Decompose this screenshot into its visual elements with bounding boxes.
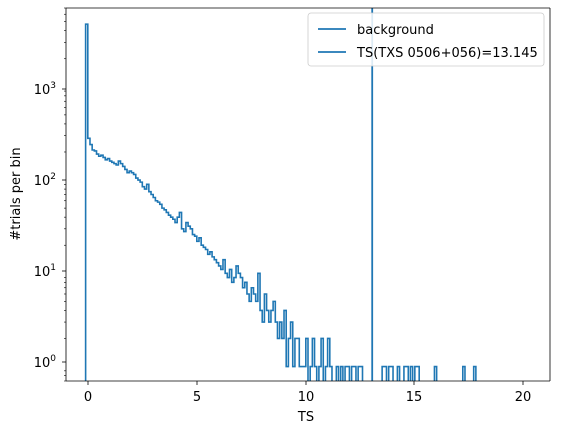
y-axis-label: #trials per bin — [9, 147, 24, 240]
y-axis: 100 101 102 103 #trials per bin — [9, 81, 66, 371]
legend-box — [307, 12, 545, 67]
y-tick-label: 101 — [34, 263, 56, 280]
legend-label-background: background — [357, 23, 434, 38]
x-tick-label: 5 — [193, 390, 201, 405]
legend: background TS(TXS 0506+056)=13.145 — [307, 12, 545, 67]
x-tick-label: 20 — [515, 390, 532, 405]
plot-area — [66, 8, 550, 381]
axes-frame — [65, 7, 551, 382]
x-tick-label: 10 — [298, 390, 315, 405]
background-histogram — [84, 23, 477, 381]
y-tick-label: 100 — [34, 354, 57, 371]
y-tick-label: 102 — [34, 172, 56, 189]
series-layer — [84, 8, 477, 381]
x-tick-label: 15 — [406, 390, 423, 405]
legend-label-ts: TS(TXS 0506+056)=13.145 — [356, 46, 538, 61]
y-tick-label: 103 — [34, 81, 56, 98]
x-axis-label: TS — [297, 410, 314, 425]
x-tick-label: 0 — [84, 390, 92, 405]
x-axis: 0 5 10 15 20 TS — [84, 381, 531, 425]
